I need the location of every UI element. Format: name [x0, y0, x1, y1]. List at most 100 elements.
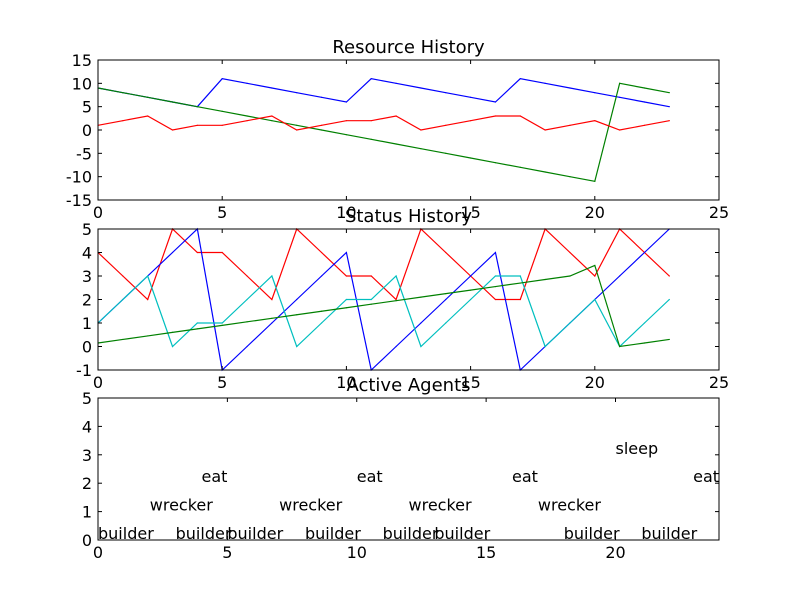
data-point	[221, 324, 223, 326]
y-tick-label: 2	[82, 291, 92, 310]
data-point	[445, 251, 447, 254]
data-point	[668, 275, 670, 277]
y-tick-label: 5	[82, 220, 92, 239]
series-line-2	[97, 82, 670, 183]
data-point	[519, 282, 521, 284]
data-point	[296, 298, 298, 301]
data-point	[345, 275, 347, 277]
data-point	[320, 275, 323, 277]
data-point	[345, 298, 347, 301]
data-point	[445, 152, 447, 154]
data-point	[395, 115, 397, 117]
data-point	[271, 298, 273, 301]
data-point	[544, 82, 546, 84]
data-point	[345, 134, 347, 136]
data-point	[370, 138, 372, 140]
data-point	[171, 129, 174, 131]
builder-label: builder	[641, 524, 697, 543]
y-tick-label: 2	[82, 474, 92, 493]
data-point	[470, 275, 472, 277]
x-tick-label: 10	[336, 373, 356, 392]
data-point	[246, 82, 248, 84]
data-point	[594, 92, 596, 94]
data-point	[122, 275, 124, 277]
data-point	[569, 322, 571, 324]
data-point	[494, 251, 497, 254]
data-point	[668, 298, 670, 301]
data-point	[221, 110, 223, 112]
data-point	[544, 129, 546, 131]
y-tick-label: 0	[82, 121, 92, 140]
x-tick-label: 15	[476, 543, 496, 562]
data-point	[569, 176, 571, 178]
data-point	[420, 129, 422, 131]
data-point	[544, 345, 546, 348]
y-tick-label: 15	[72, 51, 92, 70]
data-point	[345, 251, 347, 254]
data-point	[619, 275, 621, 277]
series-1-points	[97, 78, 670, 108]
data-point	[619, 96, 621, 98]
data-point	[519, 298, 521, 301]
data-point	[246, 298, 248, 301]
data-point	[569, 87, 571, 89]
data-point	[196, 251, 198, 254]
y-tick-label: -10	[66, 168, 92, 187]
data-point	[445, 124, 447, 126]
eat-label: eat	[693, 467, 719, 486]
data-point	[345, 307, 347, 309]
axes-frame	[97, 59, 720, 201]
data-point	[171, 331, 174, 333]
series-line-2	[97, 227, 670, 372]
data-point	[320, 96, 323, 98]
data-point	[221, 251, 223, 254]
data-point	[494, 162, 497, 164]
x-tick-label: 5	[217, 373, 227, 392]
data-point	[519, 166, 521, 168]
data-point	[445, 298, 447, 301]
data-point	[544, 278, 546, 281]
y-tick-label: 5	[82, 98, 92, 117]
data-point	[370, 303, 372, 305]
series-line-4	[97, 264, 670, 348]
x-tick-label: 0	[93, 203, 103, 222]
data-point	[643, 124, 646, 126]
data-point	[122, 298, 124, 301]
data-point	[171, 251, 174, 254]
data-point	[320, 124, 323, 126]
series-2-points	[97, 228, 670, 371]
builder-label: builder	[383, 524, 439, 543]
y-tick-label: 1	[82, 503, 92, 522]
data-point	[420, 148, 422, 150]
data-point	[494, 275, 497, 277]
data-point	[395, 345, 397, 348]
data-point	[296, 92, 298, 94]
builder-label: builder	[176, 524, 232, 543]
data-point	[171, 345, 174, 348]
data-point	[420, 322, 422, 324]
data-point	[296, 345, 298, 348]
eat-label: eat	[202, 467, 228, 486]
data-point	[370, 120, 372, 122]
wrecker-label: wrecker	[279, 496, 342, 515]
builder-label: builder	[305, 524, 361, 543]
y-tick-label: 3	[82, 446, 92, 465]
data-point	[147, 335, 149, 337]
x-tick-label: 20	[605, 543, 625, 562]
resource-history-panel: 0 5 10 15 20 25 -15 -10 -5 0 5 10 15 Resource History	[66, 37, 729, 222]
data-point	[296, 314, 298, 316]
data-point	[470, 96, 472, 98]
y-tick-label: 10	[72, 74, 92, 93]
y-tick-label: -1	[76, 361, 92, 380]
data-point	[594, 298, 596, 301]
x-tick-label: 25	[709, 203, 729, 222]
x-tick-label: 25	[709, 373, 729, 392]
chart-title: Resource History	[332, 37, 485, 58]
data-point	[668, 92, 670, 94]
data-point	[122, 338, 124, 341]
data-point	[619, 129, 621, 131]
data-point	[246, 120, 248, 122]
data-point	[470, 120, 472, 122]
